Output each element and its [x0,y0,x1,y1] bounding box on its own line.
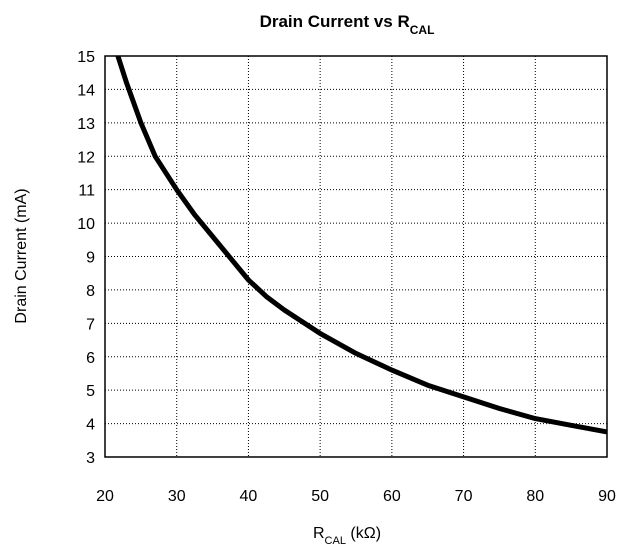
x-tick-label: 50 [311,488,329,505]
y-tick-label: 8 [86,283,95,300]
x-axis-label-main: R [313,525,325,542]
chart-title-subscript: CAL [410,23,435,37]
x-axis-label-suffix: (kΩ) [346,525,381,542]
y-tick-label: 14 [77,82,95,99]
y-tick-label: 5 [86,383,95,400]
y-tick-label: 6 [86,350,95,367]
y-tick-label: 10 [77,216,95,233]
drain-current-curve [115,55,608,435]
y-axis-label: Drain Current (mA) [13,188,30,323]
y-tick-label: 15 [77,49,95,66]
y-tick-label: 12 [77,149,95,166]
x-tick-label: 30 [168,488,186,505]
plot-frame [104,55,608,458]
x-tick-label: 60 [383,488,401,505]
chart-title-main: Drain Current vs R [260,12,410,31]
x-axis-label-subscript: CAL [325,535,346,547]
x-tick-label: 40 [240,488,258,505]
x-tick-label: 80 [526,488,544,505]
y-tick-label: 7 [86,316,95,333]
x-tick-label: 90 [598,488,616,505]
chart-title: Drain Current vs RCAL [260,12,435,37]
y-tick-labels: 3 4 5 6 7 8 9 10 11 12 13 14 15 [77,49,95,467]
y-tick-label: 4 [86,417,95,434]
grid-lines [105,56,607,457]
x-tick-labels: 20 30 40 50 60 70 80 90 [96,488,616,505]
x-tick-label: 70 [455,488,473,505]
x-tick-label: 20 [96,488,114,505]
y-tick-label: 11 [78,183,95,200]
y-tick-label: 13 [77,116,95,133]
y-tick-label: 3 [86,450,95,467]
y-tick-label: 9 [86,250,95,267]
x-axis-label: RCAL (kΩ) [313,525,381,547]
series-layer [115,55,608,435]
